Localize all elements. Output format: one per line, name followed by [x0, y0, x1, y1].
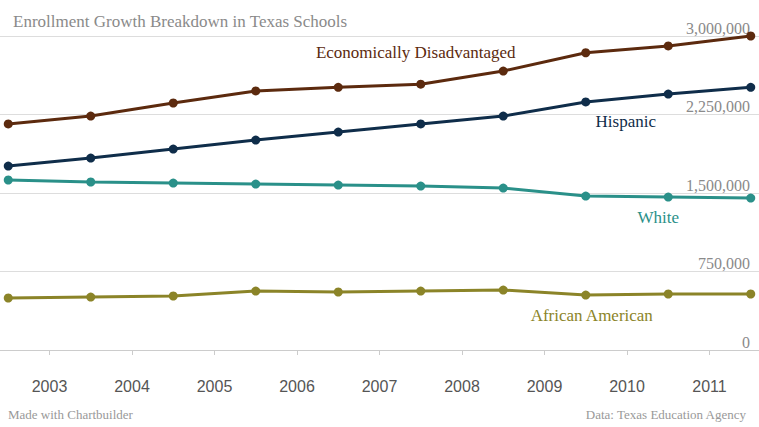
- svg-text:750,000: 750,000: [698, 255, 750, 272]
- svg-text:Hispanic: Hispanic: [596, 112, 657, 131]
- svg-text:Economically Disadvantaged: Economically Disadvantaged: [316, 43, 516, 62]
- svg-text:0: 0: [742, 334, 750, 351]
- svg-text:Made with Chartbuilder: Made with Chartbuilder: [8, 407, 134, 422]
- svg-text:2011: 2011: [692, 378, 727, 395]
- svg-text:3,000,000: 3,000,000: [686, 20, 750, 37]
- svg-text:2005: 2005: [197, 378, 233, 395]
- svg-text:1,500,000: 1,500,000: [686, 177, 750, 194]
- svg-text:2010: 2010: [609, 378, 645, 395]
- svg-text:2006: 2006: [279, 378, 315, 395]
- svg-text:2,250,000: 2,250,000: [686, 98, 750, 115]
- svg-text:Data: Texas Education Agency: Data: Texas Education Agency: [586, 407, 747, 422]
- svg-text:2007: 2007: [362, 378, 398, 395]
- svg-text:2003: 2003: [32, 378, 68, 395]
- svg-text:2009: 2009: [527, 378, 563, 395]
- svg-text:2004: 2004: [114, 378, 150, 395]
- svg-text:African American: African American: [531, 306, 654, 325]
- svg-text:Enrollment Growth Breakdown in: Enrollment Growth Breakdown in Texas Sch…: [13, 12, 347, 31]
- svg-text:2008: 2008: [444, 378, 480, 395]
- svg-text:White: White: [637, 208, 679, 227]
